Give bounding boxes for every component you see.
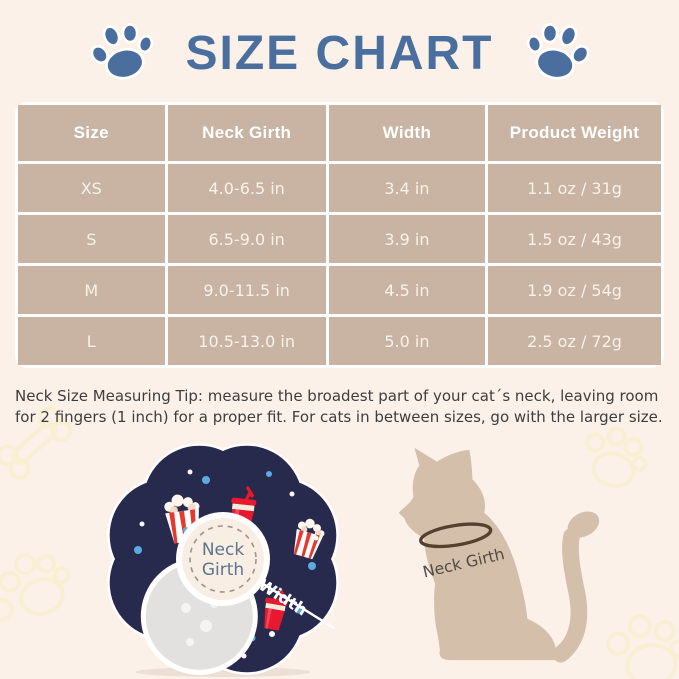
measuring-tip-text: Neck Size Measuring Tip: measure the bro… xyxy=(15,387,663,427)
cat-silhouette-illustration: Neck Girth xyxy=(398,447,600,663)
table-cell-m-width: 4.5 in xyxy=(328,266,486,314)
table-cell-s-girth: 6.5-9.0 in xyxy=(167,215,326,263)
column-header-size: Size xyxy=(18,105,165,161)
paw-icon-right xyxy=(526,23,589,80)
page-title: SIZE CHART xyxy=(185,26,494,80)
table-cell-l-weight: 2.5 oz / 72g xyxy=(488,317,661,365)
column-header-neck-girth: Neck Girth xyxy=(167,105,326,161)
table-cell-xs-girth: 4.0-6.5 in xyxy=(167,164,326,212)
cat-collar-ring xyxy=(419,522,493,549)
paw-icon-left xyxy=(90,23,153,80)
table-cell-m-girth: 9.0-11.5 in xyxy=(167,266,326,314)
table-cell-xs-size: XS xyxy=(18,164,165,212)
table-cell-xs-width: 3.4 in xyxy=(328,164,486,212)
collar-product-illustration: Width Neck Girth xyxy=(107,443,339,677)
neck-girth-label-line2: Girth xyxy=(202,560,244,580)
table-cell-xs-weight: 1.1 oz / 31g xyxy=(488,164,661,212)
neck-girth-circle: Neck Girth xyxy=(176,512,270,606)
table-cell-s-size: S xyxy=(18,215,165,263)
column-header-product-weight: Product Weight xyxy=(488,105,661,161)
column-header-width: Width xyxy=(328,105,486,161)
table-cell-l-size: L xyxy=(18,317,165,365)
table-cell-m-size: M xyxy=(18,266,165,314)
neck-girth-label-line1: Neck xyxy=(202,540,245,560)
table-cell-s-weight: 1.5 oz / 43g xyxy=(488,215,661,263)
table-cell-m-weight: 1.9 oz / 54g xyxy=(488,266,661,314)
size-table: Size Neck Girth Width Product Weight XS … xyxy=(15,102,664,368)
table-cell-s-width: 3.9 in xyxy=(328,215,486,263)
table-cell-l-width: 5.0 in xyxy=(328,317,486,365)
header: SIZE CHART xyxy=(0,16,679,90)
paw-outline-icon xyxy=(0,553,71,616)
paw-outline-icon xyxy=(606,614,679,679)
table-cell-l-girth: 10.5-13.0 in xyxy=(167,317,326,365)
dot-outline-icon xyxy=(0,598,14,622)
